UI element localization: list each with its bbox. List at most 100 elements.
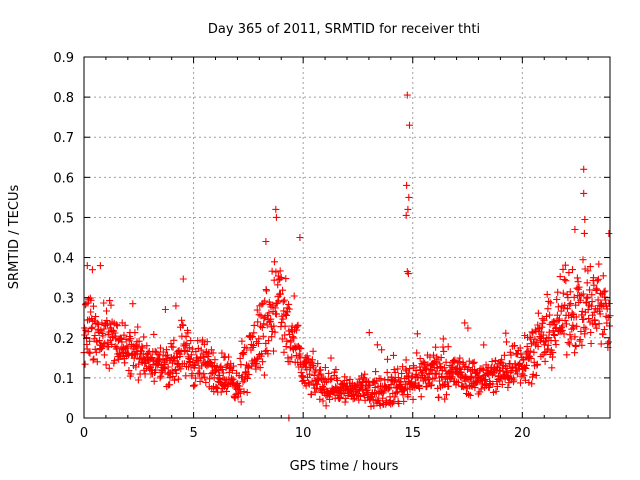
data-point bbox=[283, 311, 290, 319]
data-point bbox=[88, 323, 96, 331]
data-point bbox=[311, 388, 319, 396]
data-point bbox=[529, 370, 537, 378]
data-point bbox=[85, 348, 93, 356]
data-point bbox=[421, 359, 429, 367]
data-point bbox=[294, 321, 302, 329]
data-point bbox=[319, 397, 327, 405]
data-point bbox=[136, 354, 144, 362]
data-point bbox=[517, 379, 524, 387]
data-point bbox=[579, 290, 587, 298]
data-point bbox=[157, 344, 164, 352]
data-point bbox=[98, 345, 105, 352]
data-point bbox=[168, 367, 176, 375]
data-point bbox=[462, 363, 470, 370]
data-point bbox=[278, 335, 286, 343]
data-point bbox=[217, 388, 225, 396]
data-point bbox=[441, 395, 449, 403]
data-point bbox=[207, 346, 215, 354]
data-point bbox=[157, 372, 165, 380]
data-point bbox=[553, 296, 561, 303]
data-point bbox=[386, 384, 394, 392]
data-point bbox=[523, 361, 530, 369]
data-point bbox=[539, 319, 547, 327]
data-point bbox=[268, 333, 276, 341]
data-point bbox=[200, 353, 208, 361]
data-point bbox=[580, 189, 588, 197]
x-tick-label: 0 bbox=[80, 426, 88, 441]
data-point bbox=[207, 359, 215, 366]
data-point bbox=[587, 329, 595, 336]
data-point bbox=[594, 296, 602, 304]
data-point bbox=[365, 329, 373, 337]
data-point bbox=[403, 181, 411, 189]
data-point bbox=[92, 313, 100, 320]
data-point bbox=[403, 91, 411, 99]
data-point bbox=[573, 274, 581, 282]
data-point bbox=[178, 316, 186, 324]
data-point bbox=[578, 341, 586, 349]
data-point bbox=[425, 376, 433, 384]
data-point bbox=[417, 393, 425, 401]
data-point bbox=[183, 347, 191, 355]
y-tick-label: 0.8 bbox=[53, 91, 74, 106]
x-axis-ticks: 0 5 10 15 20 bbox=[80, 57, 589, 441]
data-point bbox=[570, 293, 578, 301]
data-point bbox=[190, 382, 198, 390]
x-tick-label: 15 bbox=[404, 426, 421, 441]
data-point bbox=[90, 302, 97, 310]
data-point bbox=[243, 388, 251, 396]
data-point bbox=[571, 341, 579, 349]
data-point bbox=[403, 373, 411, 381]
data-point bbox=[565, 301, 573, 309]
data-point bbox=[121, 321, 129, 329]
data-point bbox=[443, 391, 450, 399]
data-point bbox=[436, 363, 444, 370]
data-point bbox=[150, 330, 158, 338]
data-point bbox=[184, 329, 192, 337]
data-point bbox=[327, 376, 335, 384]
data-point bbox=[113, 322, 121, 330]
data-point bbox=[248, 333, 256, 341]
data-point bbox=[240, 348, 248, 356]
data-point bbox=[135, 360, 143, 368]
data-point bbox=[492, 357, 500, 365]
data-point bbox=[523, 343, 531, 350]
data-point bbox=[179, 321, 187, 329]
data-point bbox=[400, 397, 408, 405]
data-point bbox=[571, 333, 579, 341]
data-point bbox=[406, 121, 413, 129]
data-point bbox=[456, 354, 464, 362]
data-point bbox=[280, 348, 288, 356]
data-point bbox=[504, 383, 512, 391]
data-point bbox=[355, 396, 363, 404]
data-point bbox=[264, 350, 272, 358]
data-point bbox=[256, 364, 264, 372]
data-point bbox=[465, 357, 473, 365]
data-point bbox=[277, 290, 284, 298]
data-point bbox=[526, 347, 534, 355]
data-point bbox=[431, 369, 439, 377]
data-point bbox=[238, 349, 246, 357]
data-point bbox=[510, 376, 518, 384]
data-point bbox=[143, 342, 151, 350]
data-point bbox=[332, 366, 340, 374]
data-point bbox=[293, 326, 301, 334]
data-point bbox=[105, 364, 113, 372]
data-point bbox=[361, 370, 369, 378]
data-point bbox=[577, 296, 584, 304]
data-point bbox=[416, 355, 424, 363]
data-point bbox=[439, 335, 447, 343]
data-point bbox=[578, 307, 586, 315]
y-axis-ticks: 0 0.1 0.2 0.3 0.4 0.5 0.6 0.7 0.8 0.9 bbox=[53, 51, 610, 427]
data-point bbox=[580, 229, 588, 237]
data-point bbox=[183, 340, 191, 348]
data-point bbox=[164, 363, 172, 371]
data-point bbox=[81, 360, 89, 368]
data-point bbox=[240, 376, 248, 384]
data-point bbox=[551, 337, 559, 345]
data-point bbox=[568, 325, 576, 333]
data-point bbox=[177, 365, 185, 373]
data-point bbox=[464, 324, 472, 332]
data-point bbox=[526, 333, 534, 341]
data-point bbox=[144, 349, 152, 357]
